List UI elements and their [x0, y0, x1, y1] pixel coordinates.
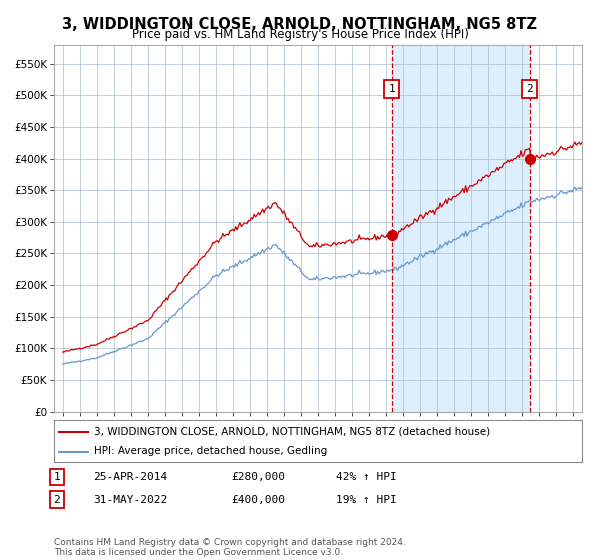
Text: 3, WIDDINGTON CLOSE, ARNOLD, NOTTINGHAM, NG5 8TZ: 3, WIDDINGTON CLOSE, ARNOLD, NOTTINGHAM,…: [62, 17, 538, 32]
Text: 42% ↑ HPI: 42% ↑ HPI: [336, 472, 397, 482]
Text: 2: 2: [53, 494, 61, 505]
Text: HPI: Average price, detached house, Gedling: HPI: Average price, detached house, Gedl…: [94, 446, 327, 456]
Text: 25-APR-2014: 25-APR-2014: [93, 472, 167, 482]
Text: £280,000: £280,000: [231, 472, 285, 482]
Text: 3, WIDDINGTON CLOSE, ARNOLD, NOTTINGHAM, NG5 8TZ (detached house): 3, WIDDINGTON CLOSE, ARNOLD, NOTTINGHAM,…: [94, 427, 490, 437]
Text: 2: 2: [526, 84, 533, 94]
Text: Price paid vs. HM Land Registry's House Price Index (HPI): Price paid vs. HM Land Registry's House …: [131, 28, 469, 41]
Bar: [392, 45, 530, 412]
Text: 1: 1: [53, 472, 61, 482]
Text: 19% ↑ HPI: 19% ↑ HPI: [336, 494, 397, 505]
Text: Contains HM Land Registry data © Crown copyright and database right 2024.
This d: Contains HM Land Registry data © Crown c…: [54, 538, 406, 557]
Text: £400,000: £400,000: [231, 494, 285, 505]
Text: 31-MAY-2022: 31-MAY-2022: [93, 494, 167, 505]
Text: 1: 1: [388, 84, 395, 94]
